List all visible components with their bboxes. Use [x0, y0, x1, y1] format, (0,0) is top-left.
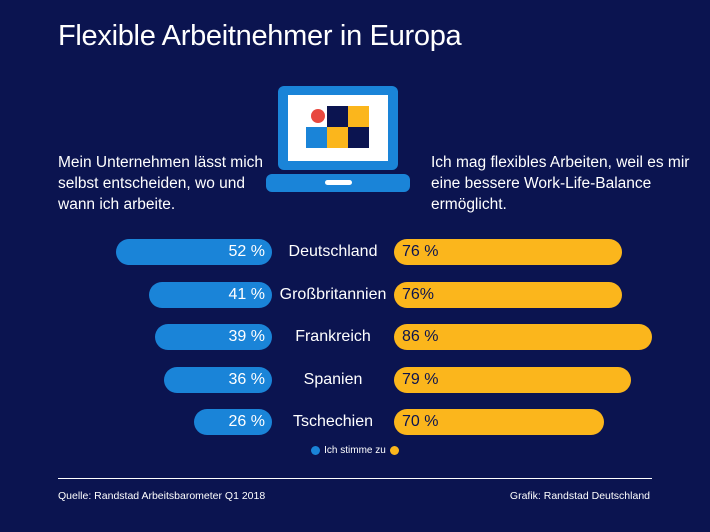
- legend-label: Ich stimme zu: [324, 445, 386, 456]
- category-label-2: Frankreich: [295, 328, 371, 345]
- bar-right-3: 79 %: [394, 366, 631, 393]
- legend: Ich stimme zu: [0, 445, 710, 456]
- legend-dot-left: [311, 446, 321, 455]
- bar-left-2: 39 %: [155, 324, 272, 350]
- bar-right-4: 70 %: [394, 409, 604, 435]
- bar-left-0: 52 %: [116, 239, 272, 265]
- bar-left-3: 36 %: [164, 366, 272, 393]
- category-label-3: Spanien: [303, 370, 363, 388]
- credit-note: Grafik: Randstad Deutschland: [509, 490, 650, 502]
- category-label-1: Großbritannien: [279, 285, 387, 303]
- divider: [58, 478, 652, 479]
- bar-right-2: 86 %: [394, 324, 652, 350]
- chart-title: Flexible Arbeitnehmer in Europa: [58, 20, 462, 52]
- bar-right-0: 76 %: [394, 239, 622, 265]
- bar-left-4: 26 %: [194, 409, 272, 435]
- left-caption: Mein Unternehmen lässt mich selbst entsc…: [58, 154, 264, 213]
- right-caption: Ich mag flexibles Arbeiten, weil es mir …: [431, 154, 690, 213]
- legend-dot-right: [389, 446, 399, 455]
- bar-left-1: 41 %: [149, 281, 272, 308]
- source-note: Quelle: Randstad Arbeitsbarometer Q1 201…: [58, 490, 266, 502]
- category-label-0: Deutschland: [288, 243, 378, 260]
- category-label-4: Tschechien: [292, 413, 374, 430]
- bar-right-1: 76%: [394, 281, 622, 308]
- laptop-icon: [266, 86, 410, 192]
